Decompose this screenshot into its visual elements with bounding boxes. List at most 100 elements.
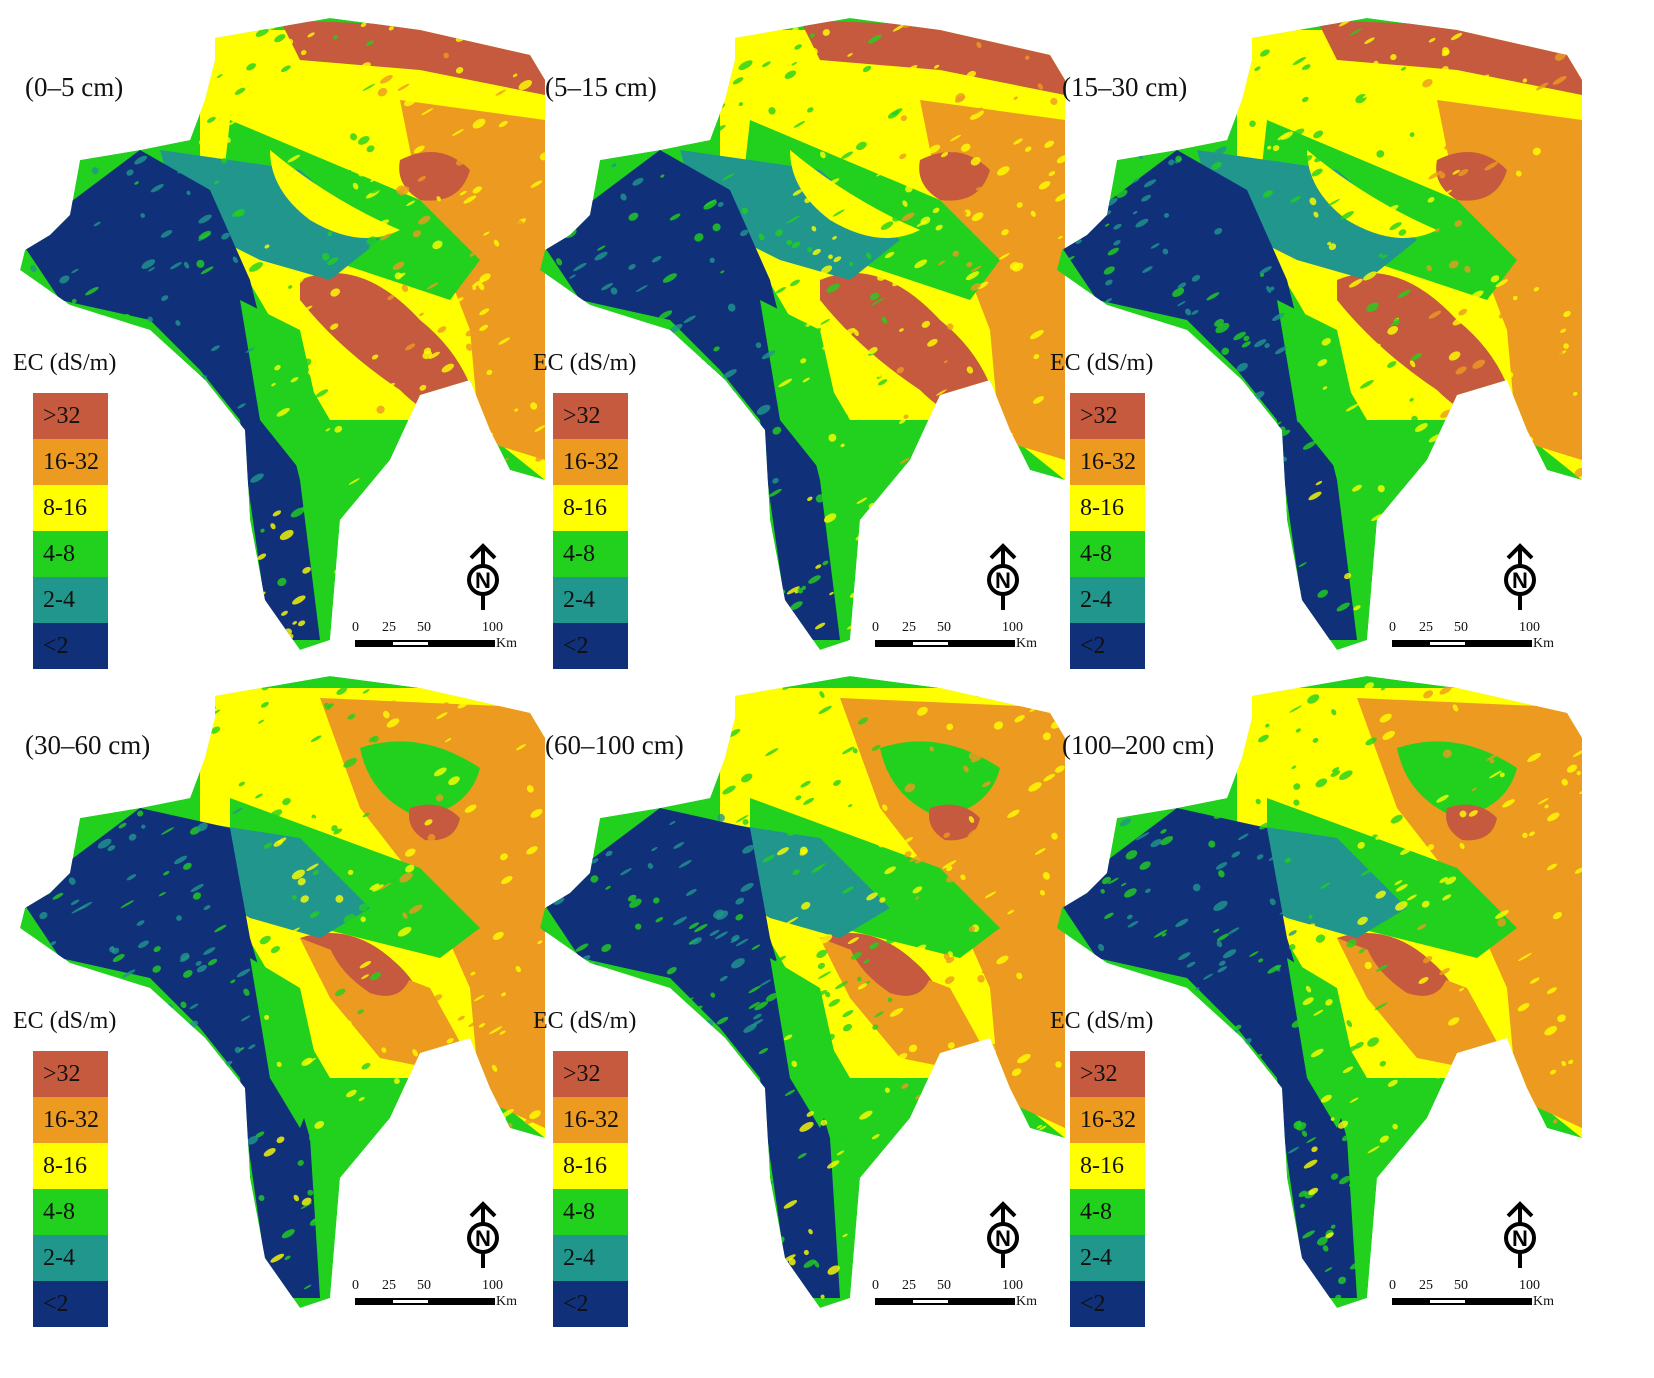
raster-speckle: [928, 144, 941, 154]
raster-speckle: [799, 1121, 814, 1132]
raster-speckle: [1258, 734, 1269, 743]
raster-speckle: [1032, 396, 1045, 404]
raster-speckle: [1452, 856, 1465, 866]
raster-speckle: [896, 476, 906, 483]
raster-speckle: [754, 1001, 768, 1011]
legend-label: >32: [43, 402, 81, 429]
raster-speckle: [281, 610, 288, 616]
raster-speckle: [397, 1169, 406, 1175]
salinity-zone: [1277, 300, 1357, 470]
raster-speckle: [177, 398, 188, 406]
raster-speckle: [978, 1098, 984, 1103]
raster-speckle: [1340, 211, 1354, 220]
legend-swatch: [553, 1097, 628, 1143]
raster-speckle: [498, 337, 511, 345]
raster-speckle: [505, 1064, 513, 1070]
raster-speckle: [967, 1136, 972, 1142]
raster-speckle: [1350, 82, 1365, 93]
raster-speckle: [455, 157, 466, 166]
raster-speckle: [722, 785, 736, 795]
raster-speckle: [426, 282, 439, 290]
raster-speckle: [468, 1018, 482, 1028]
legend-item: >32: [33, 1051, 154, 1097]
raster-speckle: [480, 1166, 490, 1174]
raster-speckle: [240, 1113, 246, 1120]
raster-speckle: [1101, 876, 1112, 885]
raster-speckle: [160, 827, 175, 835]
raster-speckle: [917, 572, 928, 581]
salinity-zone: [320, 698, 545, 1128]
raster-speckle: [536, 1066, 544, 1073]
raster-speckle: [74, 313, 80, 320]
raster-speckle: [1020, 863, 1025, 868]
raster-speckle: [1439, 172, 1446, 179]
raster-speckle: [654, 719, 662, 726]
raster-speckle: [1216, 752, 1227, 761]
raster-speckle: [429, 406, 443, 415]
raster-speckle: [927, 338, 938, 347]
raster-speckle: [1551, 153, 1557, 158]
raster-speckle: [735, 897, 745, 905]
legend-swatch: [1070, 393, 1145, 439]
raster-speckle: [299, 358, 312, 368]
raster-speckle: [921, 320, 931, 328]
legend-item: >32: [1070, 393, 1191, 439]
scale-tick: 100: [1002, 1278, 1023, 1293]
raster-speckle: [642, 41, 648, 48]
raster-speckle: [501, 992, 507, 997]
raster-speckle: [1543, 772, 1552, 781]
raster-speckle: [1576, 770, 1581, 776]
raster-speckle: [972, 227, 982, 234]
raster-speckle: [1175, 918, 1189, 928]
raster-speckle: [421, 108, 434, 116]
raster-speckle: [673, 842, 685, 849]
raster-speckle: [564, 982, 577, 991]
raster-speckle: [900, 495, 914, 506]
raster-speckle: [307, 367, 317, 376]
raster-speckle: [688, 614, 702, 625]
raster-speckle: [1563, 310, 1571, 318]
raster-speckle: [1291, 765, 1297, 770]
raster-speckle: [1434, 1245, 1440, 1252]
raster-speckle: [1576, 896, 1582, 901]
raster-speckle: [141, 824, 146, 829]
raster-speckle: [173, 605, 180, 612]
raster-speckle: [1375, 890, 1386, 899]
raster-speckle: [963, 765, 969, 773]
raster-speckle: [142, 1003, 149, 1008]
raster-speckle: [1291, 1019, 1303, 1028]
raster-speckle: [45, 175, 55, 183]
raster-speckle: [284, 1255, 291, 1260]
raster-speckle: [1101, 314, 1108, 321]
raster-speckle: [232, 807, 243, 814]
raster-speckle: [669, 213, 681, 221]
raster-speckle: [877, 379, 888, 386]
raster-speckle: [691, 708, 702, 715]
raster-speckle: [896, 366, 905, 374]
raster-speckle: [730, 414, 741, 423]
raster-speckle: [1273, 170, 1285, 177]
raster-speckle: [1306, 1137, 1317, 1144]
raster-speckle: [958, 1171, 972, 1181]
salinity-zone: [360, 741, 480, 818]
raster-speckle: [989, 865, 1000, 875]
raster-speckle: [811, 865, 823, 873]
raster-speckle: [291, 869, 305, 880]
raster-speckle: [438, 879, 444, 884]
raster-speckle: [1506, 280, 1512, 287]
raster-speckle: [182, 53, 189, 60]
raster-speckle: [34, 155, 39, 161]
raster-speckle: [1289, 705, 1302, 713]
raster-speckle: [1062, 1089, 1070, 1094]
raster-speckle: [192, 1050, 200, 1057]
raster-speckle: [1522, 78, 1528, 83]
raster-speckle: [70, 702, 78, 709]
raster-speckle: [831, 691, 841, 699]
raster-speckle: [936, 1239, 942, 1245]
raster-speckle: [656, 706, 667, 714]
raster-speckle: [751, 1019, 764, 1027]
raster-speckle: [1141, 194, 1151, 202]
raster-speckle: [530, 808, 543, 818]
scale-tick: 50: [1454, 620, 1468, 635]
legend-label: >32: [563, 402, 601, 429]
